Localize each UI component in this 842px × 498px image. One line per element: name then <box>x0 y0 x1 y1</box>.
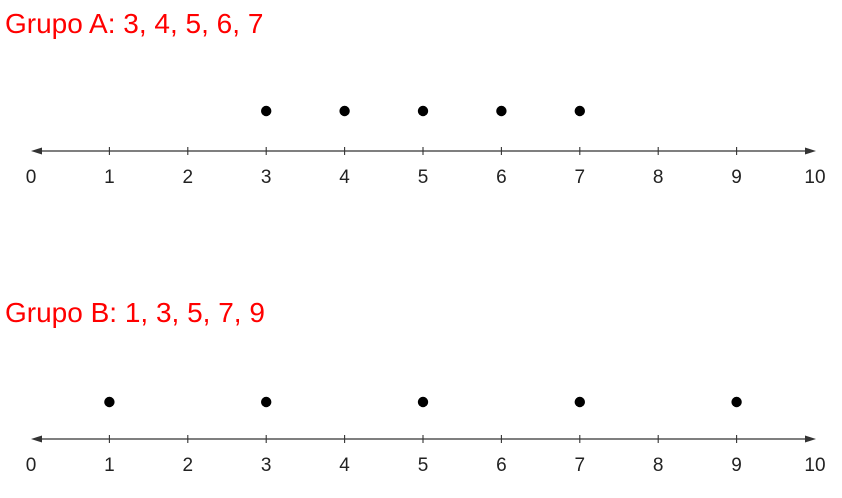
tick-label-b-8: 8 <box>653 455 664 476</box>
tick-label-a-2: 2 <box>183 167 194 188</box>
tick-label-a-9: 9 <box>731 167 742 188</box>
tick-label-b-7: 7 <box>575 455 586 476</box>
data-point-a-6 <box>496 105 507 117</box>
tick-label-a-3: 3 <box>261 167 272 188</box>
data-point-b-9 <box>731 396 742 408</box>
tick-label-a-4: 4 <box>339 167 350 188</box>
panel-grupo-a: Grupo A: 3, 4, 5, 6, 7 0 1 2 3 4 5 6 7 8 9 10 <box>5 8 826 188</box>
tick-label-b-10: 10 <box>804 455 825 476</box>
tick-label-a-6: 6 <box>496 167 507 188</box>
arrow-left-b <box>31 435 42 443</box>
data-point-b-5 <box>417 396 429 408</box>
group-a-title: Grupo A: 3, 4, 5, 6, 7 <box>5 8 263 39</box>
tick-label-b-2: 2 <box>183 455 194 476</box>
tick-label-b-5: 5 <box>418 455 429 476</box>
tick-label-a-1: 1 <box>104 167 115 188</box>
tick-label-a-10: 10 <box>804 167 825 188</box>
tick-label-a-0: 0 <box>26 167 37 188</box>
tick-label-b-3: 3 <box>261 455 272 476</box>
tick-label-b-6: 6 <box>496 455 507 476</box>
tick-label-b-0: 0 <box>26 455 37 476</box>
tick-label-a-5: 5 <box>418 167 429 188</box>
group-b-title: Grupo B: 1, 3, 5, 7, 9 <box>5 297 265 328</box>
data-point-a-5 <box>417 105 429 117</box>
arrow-left-a <box>31 147 42 155</box>
tick-label-b-9: 9 <box>731 455 742 476</box>
data-point-b-3 <box>261 396 272 408</box>
tick-label-b-1: 1 <box>104 455 115 476</box>
data-point-b-1 <box>104 396 115 408</box>
tick-label-a-8: 8 <box>653 167 664 188</box>
arrow-right-a <box>805 147 816 155</box>
data-point-a-3 <box>261 105 272 117</box>
data-point-a-4 <box>339 105 350 117</box>
arrow-right-b <box>805 435 816 443</box>
data-point-a-7 <box>574 105 585 117</box>
panel-grupo-b: Grupo B: 1, 3, 5, 7, 9 0 1 2 3 4 5 6 7 8 9 10 <box>5 297 826 476</box>
tick-label-a-7: 7 <box>575 167 586 188</box>
data-point-b-7 <box>574 396 585 408</box>
tick-label-b-4: 4 <box>339 455 350 476</box>
